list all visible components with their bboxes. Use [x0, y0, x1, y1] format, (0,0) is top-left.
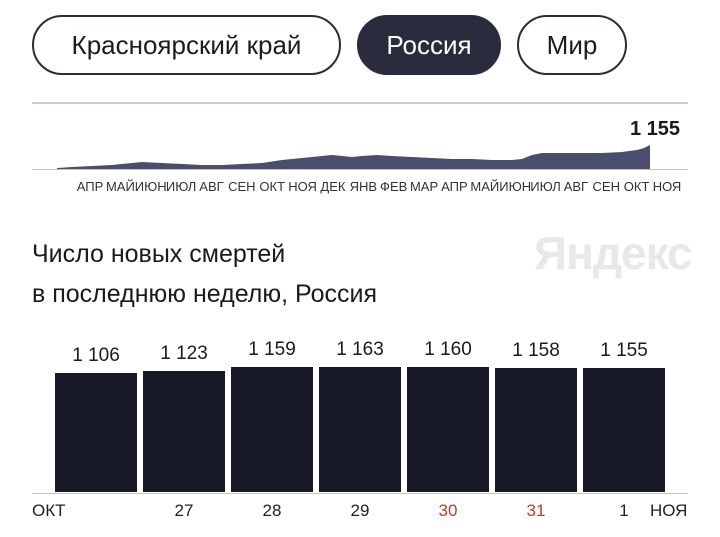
overview-top-rule	[32, 102, 688, 104]
overview-area	[57, 145, 650, 170]
tab-krasnoyarsk-krai[interactable]: Красноярский край	[32, 15, 341, 75]
overview-month-label: МАЙ	[470, 179, 500, 194]
overview-month-label: АВГ	[563, 179, 589, 194]
x-axis-left-month: ОКТ	[32, 501, 66, 520]
overview-month-label: МАЙ	[105, 179, 135, 194]
x-tick-label: 31	[526, 501, 546, 520]
x-tick-label: 30	[438, 501, 458, 520]
bar[interactable]	[319, 367, 401, 492]
bar[interactable]	[583, 368, 665, 492]
bar[interactable]	[231, 367, 313, 492]
bar-value-label: 1 106	[72, 345, 120, 366]
overview-month-label: НОЯ	[652, 179, 682, 194]
overview-month-label: МАР	[409, 179, 439, 194]
x-tick-label: 27	[174, 501, 194, 520]
overview-baseline	[32, 169, 688, 170]
bar-value-label: 1 123	[160, 343, 208, 364]
bar[interactable]	[495, 368, 577, 492]
chart-title: Число новых смертей в последнюю неделю, …	[32, 234, 377, 314]
bar-value-label: 1 158	[512, 340, 560, 361]
overview-month-label: АПР	[76, 179, 104, 194]
tab-world[interactable]: Мир	[517, 15, 627, 75]
bar-value-label: 1 163	[336, 339, 384, 360]
overview-month-label: ОКТ	[623, 179, 650, 194]
bar-value-label: 1 155	[600, 340, 648, 361]
bar[interactable]	[407, 367, 489, 492]
x-axis-right-month: НОЯ	[650, 501, 688, 520]
bar[interactable]	[55, 373, 137, 492]
x-tick-label: 1	[619, 501, 629, 520]
overview-month-label: ИЮЛ	[530, 179, 561, 194]
overview-month-label: СЕН	[228, 179, 256, 194]
overview-month-label: АВГ	[199, 179, 224, 194]
overview-month-label: ИЮЛ	[165, 179, 197, 194]
overview-sparkline[interactable]	[32, 104, 688, 174]
x-tick-label: 28	[262, 501, 282, 520]
overview-current-value: 1 155	[629, 118, 680, 140]
overview-month-label: ФЕВ	[380, 179, 408, 194]
x-tick-label: 29	[350, 501, 370, 520]
overview-month-label: ИЮН	[499, 179, 532, 194]
overview-month-label: ДЕК	[320, 179, 346, 194]
overview-month-label: АПР	[441, 179, 468, 194]
overview-month-label: ИЮН	[134, 179, 167, 194]
bar-value-label: 1 159	[248, 339, 296, 360]
tab-russia[interactable]: Россия	[357, 15, 501, 75]
overview-month-label: СЕН	[592, 179, 620, 194]
overview-month-label: НОЯ	[288, 179, 317, 194]
chart-title-line-2: в последнюю неделю, Россия	[32, 280, 377, 308]
bar-value-label: 1 160	[424, 339, 472, 360]
chart-title-line-1: Число новых смертей	[32, 240, 286, 268]
overview-month-label: ЯНВ	[349, 179, 378, 194]
yandex-logo: Яндекс	[534, 227, 693, 279]
bar[interactable]	[143, 371, 225, 492]
overview-month-label: ОКТ	[259, 179, 286, 194]
x-axis-line	[32, 493, 688, 494]
